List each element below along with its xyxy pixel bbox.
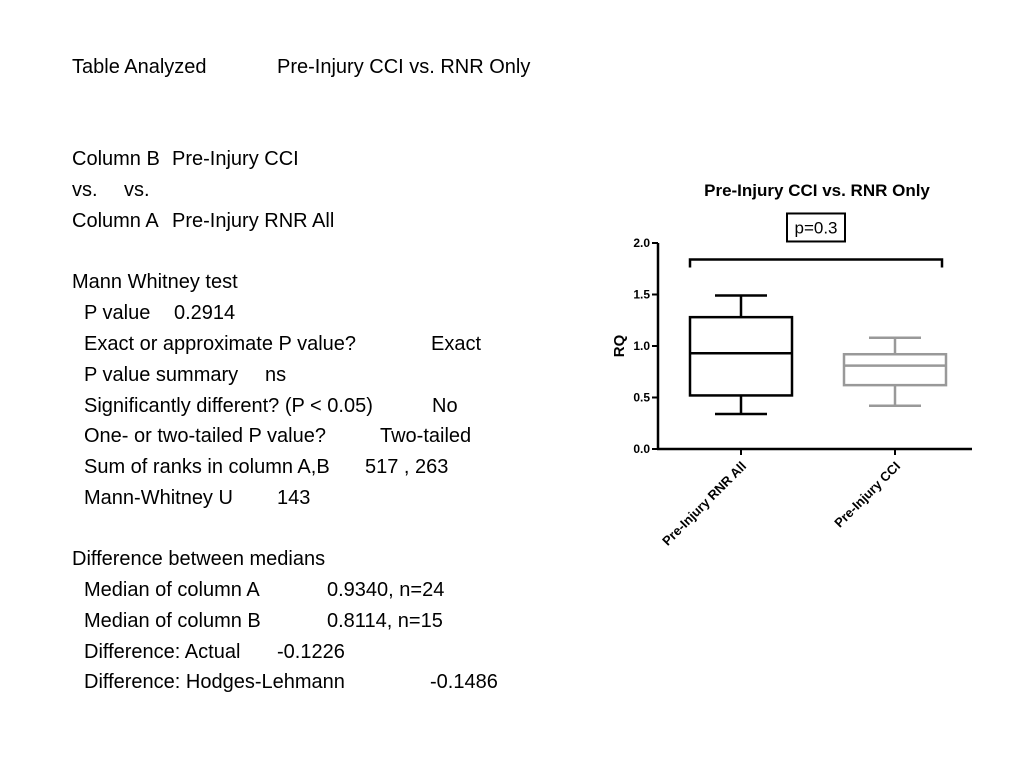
significant-value: No [432, 395, 458, 417]
exact-approx-label: Exact or approximate P value? [84, 333, 357, 355]
box [842, 352, 948, 387]
y-tick-label: 1.0 [633, 339, 650, 353]
exact-approx-value: Exact [431, 333, 482, 355]
p-summary-value: ns [265, 364, 287, 386]
median-a-value: 0.9340, n=24 [327, 579, 445, 601]
column-a-label: Column A [72, 210, 159, 232]
column-b-label: Column B [72, 148, 160, 170]
medians-heading: Difference between medians [72, 548, 326, 570]
box [688, 315, 794, 397]
p-value-value: 0.2914 [174, 302, 236, 324]
y-tick-label: 1.5 [633, 288, 650, 302]
significance-annotation: p=0.3 [688, 212, 944, 268]
tails-label: One- or two-tailed P value? [84, 425, 326, 447]
vs-right: vs. [124, 179, 150, 201]
x-labels: Pre-Injury RNR All Pre-Injury CCI [659, 449, 903, 548]
median-a-label: Median of column A [84, 579, 260, 601]
boxes [688, 294, 948, 416]
tails-value: Two-tailed [380, 425, 472, 447]
table-analyzed-label: Table Analyzed [72, 56, 207, 78]
sum-ranks-value: 517 , 263 [365, 456, 449, 478]
x-tick-label: Pre-Injury CCI [831, 459, 903, 531]
median-b-value: 0.8114, n=15 [327, 610, 443, 632]
u-value: 143 [277, 487, 311, 509]
box-plot-chart: Pre-Injury CCI vs. RNR Only RQ 0.0 0.5 1.0… [611, 181, 972, 548]
p-value-label: P value [84, 302, 151, 324]
u-label: Mann-Whitney U [84, 487, 233, 509]
y-tick-label: 2.0 [633, 236, 650, 250]
significant-label: Significantly different? (P < 0.05) [84, 395, 373, 417]
y-tick-label: 0.5 [633, 391, 650, 405]
x-tick-label: Pre-Injury RNR All [659, 459, 749, 549]
diff-actual-value: -0.1226 [277, 641, 345, 663]
diff-actual-label: Difference: Actual [84, 641, 241, 663]
mann-whitney-heading: Mann Whitney test [72, 271, 238, 293]
vs-left: vs. [72, 179, 98, 201]
y-axis-label: RQ [611, 334, 628, 357]
p-value-annotation-box [786, 212, 846, 243]
y-tick-label: 0.0 [633, 442, 650, 456]
column-b-value: Pre-Injury CCI [172, 148, 299, 170]
significance-bracket [688, 258, 944, 268]
diff-hl-label: Difference: Hodges-Lehmann [84, 671, 345, 693]
p-summary-label: P value summary [84, 364, 239, 386]
column-a-value: Pre-Injury RNR All [172, 210, 335, 232]
results-panel: Table Analyzed Pre-Injury CCI vs. RNR On… [72, 56, 531, 693]
y-ticks: 0.0 0.5 1.0 1.5 2.0 [633, 236, 658, 456]
sum-ranks-label: Sum of ranks in column A,B [84, 456, 330, 478]
diff-hl-value: -0.1486 [430, 671, 498, 693]
table-analyzed-value: Pre-Injury CCI vs. RNR Only [277, 56, 531, 78]
p-value-annotation: p=0.3 [794, 218, 837, 237]
median-b-label: Median of column B [84, 610, 261, 632]
chart-title: Pre-Injury CCI vs. RNR Only [704, 181, 930, 200]
